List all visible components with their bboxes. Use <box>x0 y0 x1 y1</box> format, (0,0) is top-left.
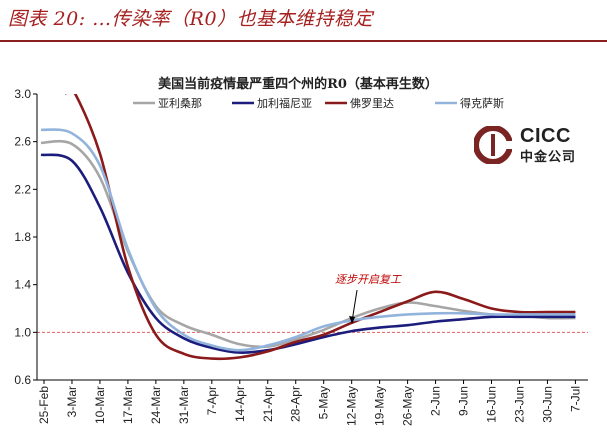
caption-divider <box>0 40 607 42</box>
series-lines <box>40 94 576 361</box>
x-tick-label: 7-Apr <box>205 386 219 415</box>
x-tick-label: 16-Jun <box>485 386 499 423</box>
logo-text-company: 中金公司 <box>520 150 577 165</box>
x-tick-label: 9-Jun <box>457 386 471 416</box>
x-tick-label: 26-May <box>401 386 415 426</box>
x-tick-label: 28-Apr <box>289 386 303 422</box>
logo-text-cicc: CICC <box>520 125 571 147</box>
series-line-3 <box>64 94 576 361</box>
x-tick-label: 14-Apr <box>233 386 247 422</box>
chart-title: 美国当前疫情最严重四个州的R0（基本再生数） <box>158 76 438 92</box>
annotation-text: 逐步开启复工 <box>335 273 402 286</box>
x-tick-label: 21-Apr <box>261 386 275 422</box>
annotation-arrowhead <box>349 315 356 324</box>
x-tick-label: 5-May <box>317 386 331 419</box>
series-line-4 <box>40 128 576 352</box>
y-tick-label: 2.6 <box>14 135 31 149</box>
y-tick-label: 0.6 <box>14 373 31 387</box>
legend-label: 佛罗里达 <box>350 97 394 110</box>
cicc-logo: CICC 中金公司 <box>474 125 586 166</box>
legend-label: 得克萨斯 <box>460 97 504 110</box>
x-tick-label: 19-May <box>373 386 387 426</box>
cicc-logo-icon <box>474 126 512 164</box>
x-tick-label: 3-Mar <box>65 386 79 417</box>
x-tick-label: 17-Mar <box>121 386 135 424</box>
y-tick-label: 3.0 <box>14 87 31 101</box>
figure-caption: 图表 20: …传染率（R0）也基本维持稳定 <box>8 8 374 30</box>
x-tick-label: 31-Mar <box>177 386 191 424</box>
axes: 0.6 1.0 1.4 1.8 2.2 2.6 3.0 25-Feb 3-Mar 10-Mar 17… <box>14 87 588 426</box>
x-tick-label: 12-May <box>345 386 359 426</box>
legend-label: 亚利桑那 <box>158 97 202 110</box>
x-tick-label: 23-Jun <box>512 386 526 423</box>
x-tick-label: 7-Jul <box>568 386 582 412</box>
x-tick-label: 25-Feb <box>37 386 51 424</box>
chart-legend: 亚利桑那 加利福尼亚 佛罗里达 得克萨斯 <box>133 96 504 110</box>
annotation-arrow <box>351 289 358 322</box>
x-tick-label: 30-Jun <box>540 386 554 423</box>
y-tick-label: 1.8 <box>14 230 31 244</box>
annotation-group: 逐步开启复工 <box>335 273 402 324</box>
series-line-2 <box>40 153 576 354</box>
legend-label: 加利福尼亚 <box>257 96 312 110</box>
x-tick-label: 2-Jun <box>429 386 443 416</box>
y-tick-label: 2.2 <box>14 182 31 196</box>
y-tick-label: 1.4 <box>14 278 31 292</box>
y-tick-label: 1.0 <box>14 325 31 339</box>
x-tick-label: 10-Mar <box>93 386 107 424</box>
x-tick-label: 24-Mar <box>149 386 163 424</box>
